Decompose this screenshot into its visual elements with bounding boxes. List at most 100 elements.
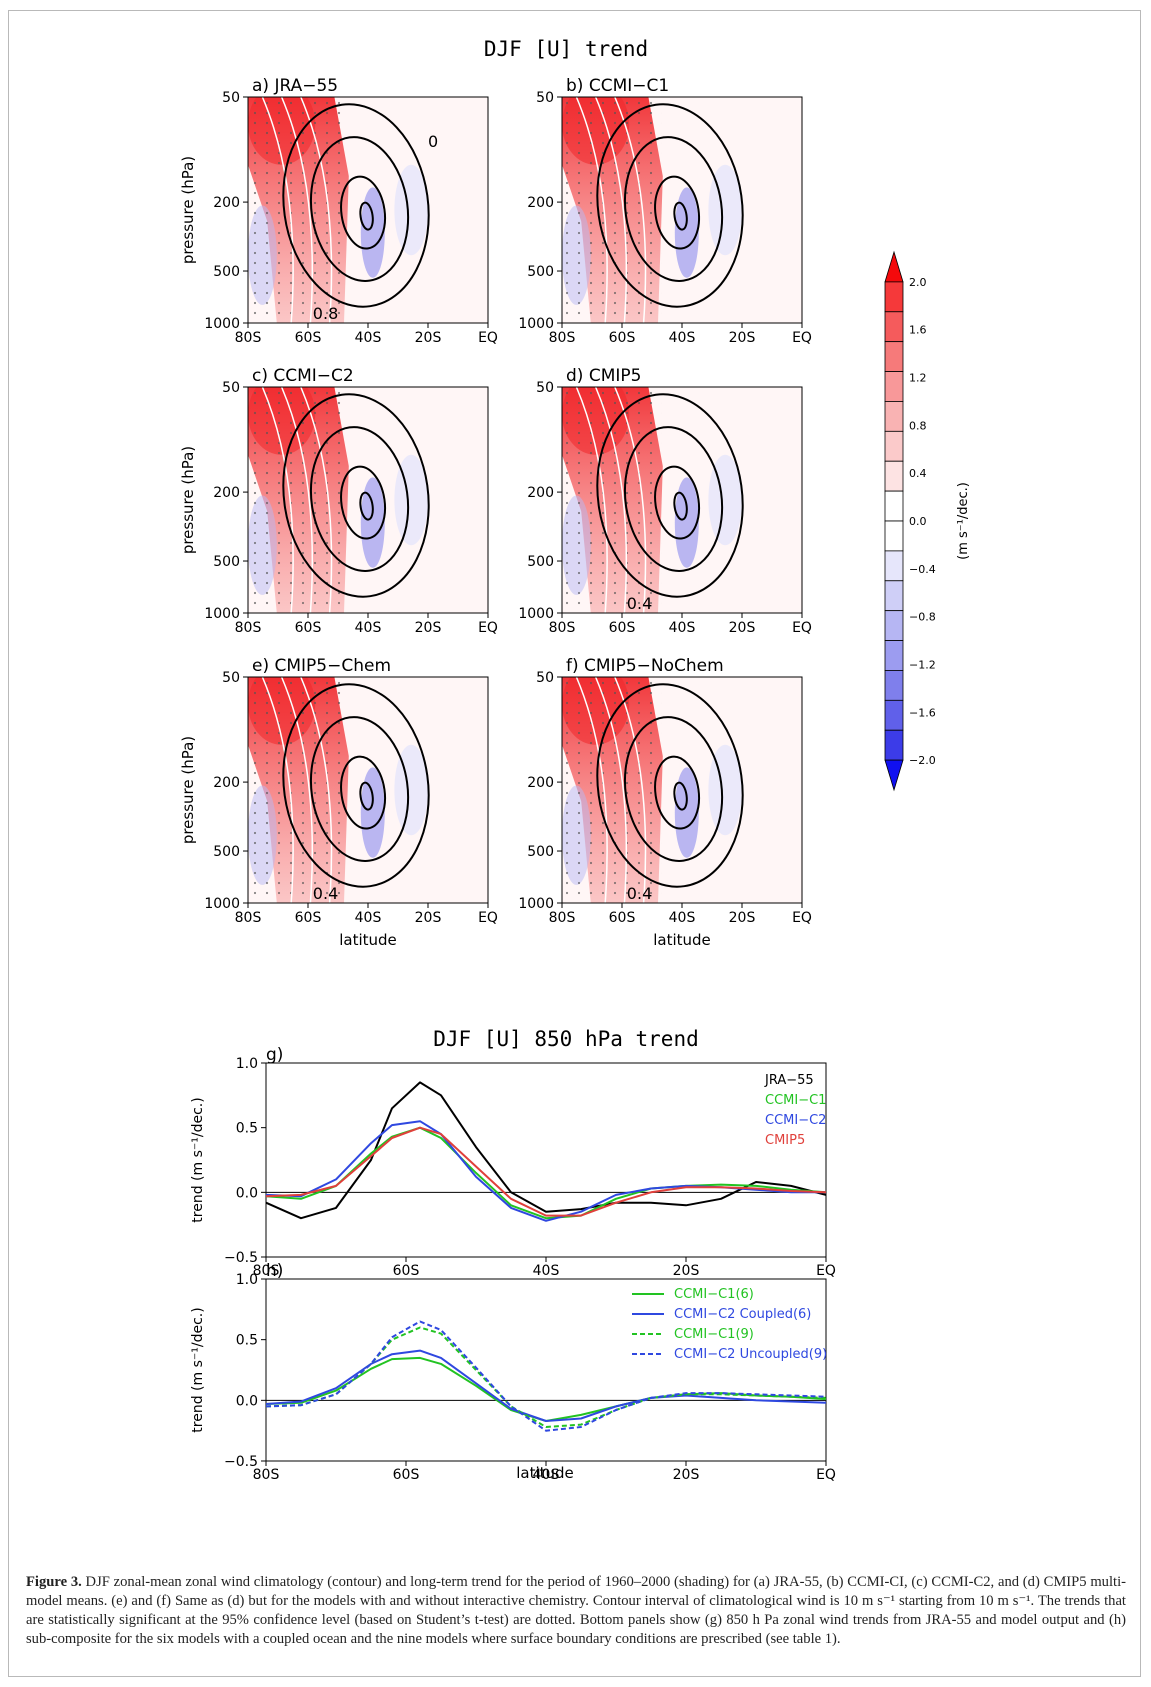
wind-contour: [596, 683, 744, 888]
panel-label: e) CMIP5−Chem: [252, 656, 391, 676]
legend-entry: CCMI−C1(6): [674, 1287, 754, 1302]
weak-negative-region: [708, 744, 742, 836]
y-tick-label: 50: [536, 380, 554, 396]
y-tick-label: 500: [527, 264, 554, 280]
panel-label: d) CMIP5: [566, 366, 641, 386]
x-tick-label: 20S: [415, 910, 442, 926]
weak-negative-region: [708, 454, 742, 546]
y-tick-label: −0.5: [224, 1250, 258, 1266]
colorbar-tick-label: 0.0: [909, 515, 927, 528]
x-tick-label: 80S: [549, 620, 576, 636]
x-tick-label: 20S: [729, 910, 756, 926]
climatology-contours: [282, 103, 430, 308]
wind-contour: [654, 755, 701, 830]
x-tick-label: EQ: [792, 910, 812, 926]
colorbar-swatch: [884, 371, 904, 402]
y-tick-label: 500: [213, 844, 240, 860]
y-tick-label: 50: [222, 670, 240, 686]
climatology-contours: [596, 103, 744, 308]
x-tick-label: 60S: [295, 620, 322, 636]
chart-h-panel-label: h): [266, 1261, 283, 1281]
y-tick-label: 200: [527, 195, 554, 211]
x-tick-label: 20S: [673, 1263, 700, 1279]
top-title: DJF [U] trend: [484, 37, 648, 61]
trend-shading: [562, 677, 802, 903]
x-tick-label: 80S: [235, 330, 262, 346]
wind-contour: [673, 781, 688, 811]
caption-text: DJF zonal-mean zonal wind climatology (c…: [26, 1574, 1127, 1647]
trend-contour: [261, 387, 294, 613]
x-tick-label: 40S: [355, 330, 382, 346]
wind-contour: [282, 103, 430, 308]
negative-trend-region: [360, 477, 385, 568]
x-tick-label: 60S: [295, 910, 322, 926]
panel-label: b) CCMI−C1: [566, 76, 669, 96]
chart-g-title: DJF [U] 850 hPa trend: [433, 1027, 699, 1051]
y-axis-label: trend (m s⁻¹/dec.): [190, 1307, 206, 1432]
wind-contour: [282, 393, 430, 598]
x-tick-label: 40S: [533, 1467, 560, 1483]
y-tick-label: 1000: [204, 606, 240, 622]
plot-frame: [265, 1062, 827, 1258]
y-tick-label: 500: [213, 264, 240, 280]
y-tick-label: 50: [222, 380, 240, 396]
x-tick-label: 40S: [669, 620, 696, 636]
colorbar-upper-arrow: [884, 250, 904, 283]
x-tick-label: 80S: [253, 1263, 280, 1279]
colorbar-tick-label: −2.0: [909, 754, 936, 767]
wind-contour: [623, 426, 724, 572]
x-tick-label: EQ: [792, 330, 812, 346]
series-line-1: [265, 1356, 827, 1422]
legend-entry: CCMI−C1(9): [674, 1327, 754, 1342]
x-tick-label: 80S: [549, 910, 576, 926]
colorbar-swatch: [884, 699, 904, 731]
colorbar-swatch: [884, 550, 904, 582]
wind-contour: [359, 201, 374, 231]
climatology-contours: [596, 683, 744, 888]
weak-negative-region: [708, 164, 742, 256]
colorbar-swatch: [884, 430, 904, 462]
colorbar-swatch: [884, 460, 904, 492]
trend-shading: [562, 97, 802, 323]
x-tick-label: EQ: [816, 1263, 836, 1279]
colorbar-tick-label: −0.8: [909, 611, 936, 624]
x-tick-label: 20S: [415, 620, 442, 636]
legend-entry: JRA−55: [764, 1073, 814, 1088]
negative-trend-region: [360, 187, 385, 278]
colorbar-swatch: [884, 729, 904, 761]
x-tick-label: 60S: [609, 330, 636, 346]
x-tick-label: 40S: [669, 330, 696, 346]
y-tick-label: 1000: [204, 896, 240, 912]
x-tick-label: 60S: [609, 910, 636, 926]
x-tick-label: 20S: [729, 620, 756, 636]
y-tick-label: 0.5: [236, 1121, 258, 1137]
panel-label: f) CMIP5−NoChem: [566, 656, 724, 676]
wind-contour: [673, 201, 688, 231]
wind-contour: [654, 465, 701, 540]
contour-label: 0.4: [627, 884, 652, 903]
y-tick-label: 0.0: [236, 1393, 258, 1409]
series-line-4: [265, 1126, 827, 1217]
legend-entry: CCMI−C1: [765, 1093, 826, 1108]
colorbar-tick-label: 0.4: [909, 467, 927, 480]
colorbar-swatch: [884, 341, 904, 372]
colorbar-swatch: [884, 580, 904, 612]
caption-lead: Figure 3.: [26, 1574, 82, 1590]
legend-entry: CCMI−C2: [765, 1113, 826, 1128]
trend-contour: [261, 677, 294, 903]
trend-contour: [594, 677, 628, 903]
wind-contour: [623, 136, 724, 282]
legend-entry: CCMI−C2 Uncoupled(9): [674, 1347, 827, 1362]
wind-contour: [340, 175, 387, 250]
trend-contour: [261, 97, 294, 323]
weak-negative-region: [394, 454, 429, 546]
trend-contour: [575, 97, 608, 323]
contour-label: 0.4: [313, 884, 338, 903]
y-axis-label: trend (m s⁻¹/dec.): [190, 1097, 206, 1222]
x-axis-label: latitude: [653, 931, 711, 949]
y-tick-label: 200: [527, 775, 554, 791]
contour-label: 0.8: [313, 304, 338, 323]
